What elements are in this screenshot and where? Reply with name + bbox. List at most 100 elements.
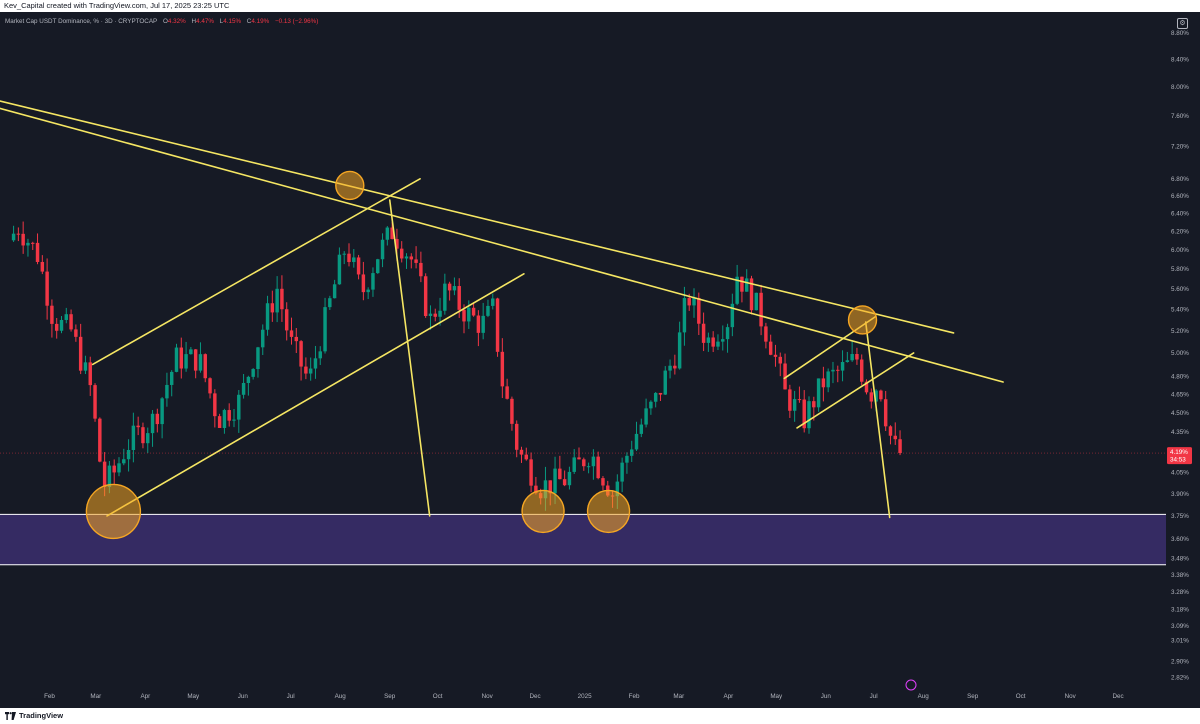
candle-body [783,363,787,390]
candle-body [754,292,759,311]
last-price-badge: 4.19%34:53 [0,447,1192,691]
y-tick-label: 6.20% [1171,228,1189,235]
x-tick-label: Sep [384,693,396,700]
last-price-countdown: 34:53 [1170,457,1186,464]
highlight-circle-5 [847,305,878,335]
candle-body [850,354,854,361]
candle-body [514,423,519,450]
candle-body [294,336,299,342]
candle-body [246,376,251,383]
trendline-8 [864,321,891,519]
candle-body [21,233,25,246]
y-tick-label: 5.60% [1171,286,1189,293]
candle-body [567,471,572,486]
x-tick-label: Sep [967,693,979,700]
legend-high: 4.47% [196,18,214,25]
candle-body [859,359,864,382]
y-tick-label: 5.00% [1171,350,1189,357]
candle-body [639,424,644,434]
candle-body [88,362,92,386]
candle-body [419,262,423,277]
candle-body [261,329,265,348]
candle-body [730,303,735,328]
highlight-circle-4 [586,489,631,534]
candle-body [788,389,792,411]
x-tick-label: Jun [821,693,832,700]
candle-body [826,371,830,388]
candle-body [270,303,275,313]
candle-body [227,410,231,421]
candle-body [658,392,663,395]
candle-body [380,239,385,260]
candle-body [428,313,433,316]
candle-body [323,307,327,352]
candle-body [840,362,845,371]
x-tick-label: Mar [673,693,684,700]
candle-body [697,297,701,324]
candle-body [821,378,826,388]
x-tick-label: Aug [918,693,930,700]
candle-body [74,329,78,337]
candle-body [711,337,715,347]
trendline-2 [0,107,1004,383]
x-tick-label: Nov [1065,693,1077,700]
candle-body [773,354,778,357]
candle-body [663,370,667,395]
y-tick-label: 7.60% [1171,113,1189,120]
candle-body [371,273,375,290]
candle-body [491,298,495,306]
candle-body [586,466,591,468]
candle-body [26,242,30,246]
candle-body [93,385,97,419]
candle-body [16,233,21,235]
y-tick-label: 6.40% [1171,210,1189,217]
price-chart[interactable]: 8.80% 8.40% 8.00% 7.60% 7.20% 6.80% 6.60% 6.40%… [0,12,1200,708]
candle-body [625,455,629,463]
trendlines [0,100,1004,519]
flash-icon [905,679,917,691]
candle-body [308,368,313,374]
x-tick-label: 2025 [578,693,593,700]
candle-body [634,433,639,450]
legend-open: 4.32% [167,18,186,25]
tradingview-brand[interactable]: TradingView [19,711,64,720]
candle-body [601,478,605,486]
trendline-4 [106,272,525,517]
candle-body [649,401,653,409]
candle-body [328,298,332,308]
candle-body [385,227,390,240]
highlight-circle-2 [335,170,365,201]
x-tick-label: Jul [287,693,295,700]
settings-icon[interactable]: ⚙ [1177,18,1188,29]
candle-body [265,303,270,330]
candle-body [376,259,380,274]
candle-body [217,416,222,428]
candle-body [414,259,418,263]
candle-body [117,463,121,473]
candle-body [198,354,203,371]
candle-body [797,399,802,401]
candle-body [155,413,160,425]
candle-body [179,347,184,369]
y-tick-label: 6.00% [1171,247,1189,254]
candle-body [744,278,749,292]
candle-body [313,358,318,369]
candle-body [701,323,706,343]
candle-body [668,365,672,371]
candle-body [692,297,696,306]
candle-body [390,227,394,239]
candle-body [831,369,835,372]
x-tick-label: Apr [140,693,150,700]
y-tick-label: 7.20% [1171,144,1189,151]
y-tick-label: 2.90% [1171,659,1189,666]
candle-body [519,449,524,455]
y-tick-label: 3.48% [1171,555,1189,562]
candle-body [232,419,236,421]
x-tick-label: Feb [629,693,640,700]
y-tick-label: 4.80% [1171,373,1189,380]
candle-body [443,283,447,311]
chart-area[interactable]: 8.80% 8.40% 8.00% 7.60% 7.20% 6.80% 6.60% 6.40%… [0,12,1200,708]
x-tick-label: May [187,693,200,700]
highlight-circle-1 [85,483,142,540]
trendline-1 [0,100,955,334]
